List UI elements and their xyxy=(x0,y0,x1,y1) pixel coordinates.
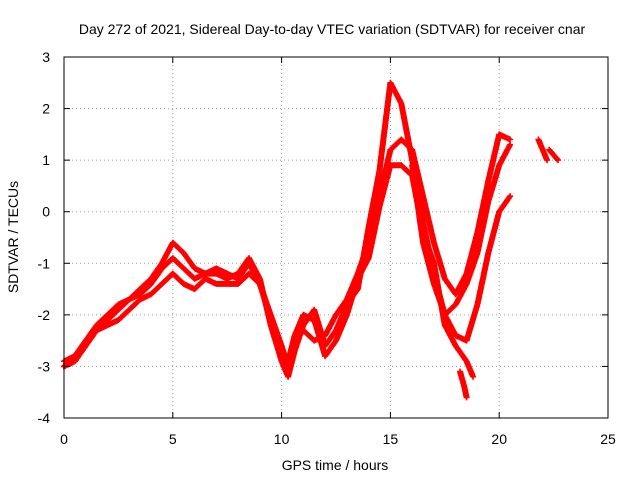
y-tick-label-6: 2 xyxy=(42,101,50,117)
series-track-1-markers xyxy=(61,131,514,370)
series-track-4 xyxy=(409,162,514,344)
y-tick-label-2: -2 xyxy=(38,307,51,323)
chart-title: Day 272 of 2021, Sidereal Day-to-day VTE… xyxy=(79,21,586,37)
y-tick-label-0: -4 xyxy=(38,410,51,426)
y-tick-label-4: 0 xyxy=(42,204,50,220)
y-tick-label-5: 1 xyxy=(42,152,50,168)
series-track-5-markers xyxy=(457,368,470,401)
series-track-7 xyxy=(546,146,561,164)
y-tick-label-7: 3 xyxy=(42,49,50,65)
y-tick-label-3: -1 xyxy=(38,255,51,271)
x-tick-labels: 0 5 10 15 20 25 xyxy=(60,431,616,447)
x-tick-label-1: 5 xyxy=(169,431,177,447)
x-tick-label-3: 15 xyxy=(383,431,399,447)
data-marks xyxy=(61,79,561,401)
y-axis-label: SDTVAR / TECUs xyxy=(5,181,21,293)
series-track-6 xyxy=(535,136,551,164)
series-track-1 xyxy=(61,131,514,370)
grid-lines xyxy=(64,57,608,418)
series-track-4-markers xyxy=(409,162,514,344)
series-track-5 xyxy=(457,368,470,401)
x-tick-label-5: 25 xyxy=(600,431,616,447)
series-track-7-markers xyxy=(546,146,561,164)
series-track-6-markers xyxy=(535,136,551,164)
series-track-2-markers xyxy=(61,79,514,380)
x-tick-label-2: 10 xyxy=(274,431,290,447)
x-axis-label: GPS time / hours xyxy=(282,457,389,473)
y-tick-label-1: -3 xyxy=(38,358,51,374)
x-tick-label-0: 0 xyxy=(60,431,68,447)
axis-ticks xyxy=(63,56,609,419)
plot-frame xyxy=(63,56,609,419)
y-tick-labels: -4 -3 -2 -1 0 1 2 3 xyxy=(38,49,51,426)
x-tick-label-4: 20 xyxy=(491,431,507,447)
series-track-2 xyxy=(61,79,514,380)
